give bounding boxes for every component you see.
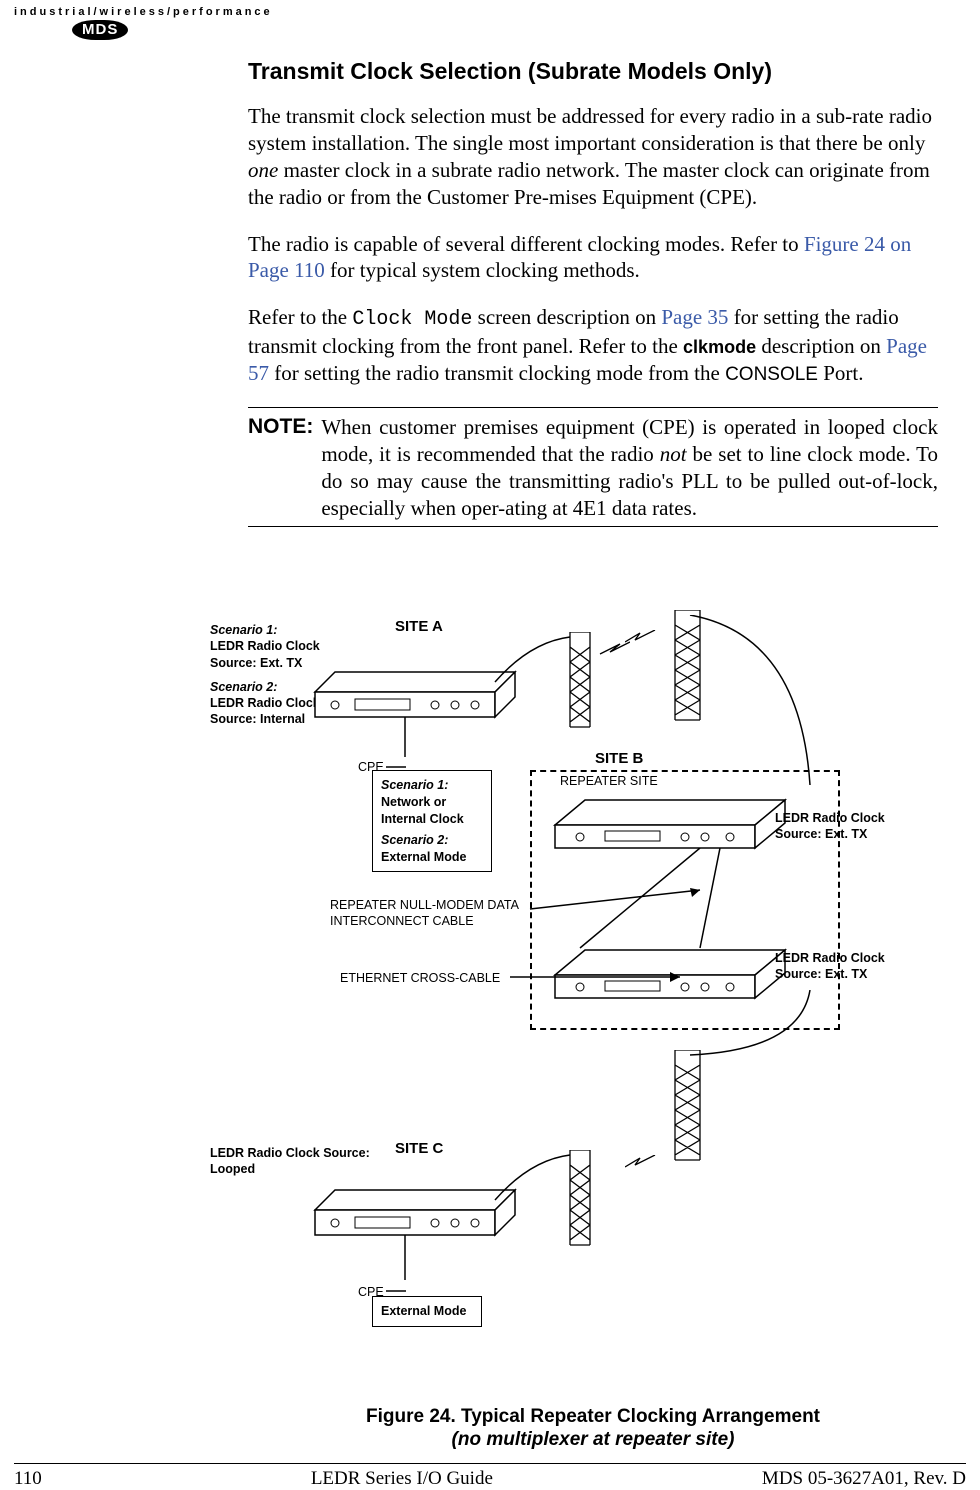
footer-center: LEDR Series I/O Guide xyxy=(311,1468,493,1490)
bolt-ab xyxy=(625,630,665,650)
cable-b-top xyxy=(680,615,850,815)
mds-logo: MDS xyxy=(72,20,128,40)
cable-b-bottom xyxy=(680,990,850,1080)
note-rule-bottom xyxy=(248,526,938,527)
site-b-label: SITE B xyxy=(595,750,643,767)
figure-24: Scenario 1: LEDR Radio Clock Source: Ext… xyxy=(180,610,920,1400)
header-tagline: industrial/wireless/performance xyxy=(14,6,273,18)
p2-b: for typical system clocking methods. xyxy=(325,258,640,282)
figure-caption: Figure 24. Typical Repeater Clocking Arr… xyxy=(248,1405,938,1453)
p3-sans: clkmode xyxy=(683,337,756,357)
paragraph-1: The transmit clock selection must be add… xyxy=(248,103,938,211)
note-label: NOTE: xyxy=(248,414,313,522)
p3-console: CONSOLE xyxy=(725,364,818,385)
p3-a: Refer to the xyxy=(248,305,352,329)
p3-e: for setting the radio transmit clocking … xyxy=(269,361,725,385)
paragraph-2: The radio is capable of several differen… xyxy=(248,231,938,285)
note-text: When customer premises equipment (CPE) i… xyxy=(321,414,938,522)
p3-mono: Clock Mode xyxy=(352,308,472,331)
p2-a: The radio is capable of several differen… xyxy=(248,232,804,256)
cpe-a-line xyxy=(386,766,406,768)
site-c-svg xyxy=(310,1150,630,1280)
external-mode: External Mode xyxy=(381,1303,473,1320)
p1-b: master clock in a subrate radio network.… xyxy=(248,158,930,209)
p1-em: one xyxy=(248,158,278,182)
page-footer: 110 LEDR Series I/O Guide MDS 05-3627A01… xyxy=(14,1463,966,1490)
cpe-c-box: External Mode xyxy=(372,1296,482,1327)
main-content: Transmit Clock Selection (Subrate Models… xyxy=(248,58,938,533)
repeater-interconnects xyxy=(560,848,760,963)
cpe-s2-txt: External Mode xyxy=(381,849,483,866)
p1-a: The transmit clock selection must be add… xyxy=(248,104,932,155)
cpe-c-line xyxy=(386,1290,406,1292)
caption-a: Figure 24. Typical Repeater Clocking Arr… xyxy=(366,1406,820,1427)
section-title: Transmit Clock Selection (Subrate Models… xyxy=(248,58,938,85)
caption-b: (no multiplexer at repeater site) xyxy=(452,1429,735,1450)
site-a-svg xyxy=(310,632,630,757)
paragraph-3: Refer to the Clock Mode screen descripti… xyxy=(248,304,938,387)
p3-link1[interactable]: Page 35 xyxy=(661,305,728,329)
eth-cross-arrow xyxy=(340,960,690,990)
footer-right: MDS 05-3627A01, Rev. D xyxy=(762,1468,966,1490)
ledr-ext-top: LEDR Radio Clock Source: Ext. TX xyxy=(775,810,925,843)
cpe-s1-lbl: Scenario 1: xyxy=(381,777,483,794)
p3-d: description on xyxy=(756,334,886,358)
note-rule-top xyxy=(248,407,938,408)
cpe-s1-txt: Network or Internal Clock xyxy=(381,794,483,828)
note-block: NOTE: When customer premises equipment (… xyxy=(248,414,938,522)
bolt-bc xyxy=(625,1155,665,1175)
footer-page: 110 xyxy=(14,1468,42,1490)
p3-b: screen description on xyxy=(472,305,661,329)
p3-f: Port. xyxy=(818,361,864,385)
cpe-s2-lbl: Scenario 2: xyxy=(381,832,483,849)
cpe-a-box: Scenario 1: Network or Internal Clock Sc… xyxy=(372,770,492,872)
note-em: not xyxy=(660,442,687,466)
ledr-ext-bottom: LEDR Radio Clock Source: Ext. TX xyxy=(775,950,925,983)
